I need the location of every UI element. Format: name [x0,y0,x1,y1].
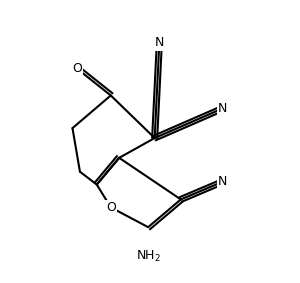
Text: N: N [218,102,227,115]
Text: N: N [155,37,164,50]
Text: O: O [106,201,116,214]
Text: O: O [72,62,82,75]
Text: NH$_2$: NH$_2$ [136,249,160,264]
Text: N: N [218,175,227,188]
